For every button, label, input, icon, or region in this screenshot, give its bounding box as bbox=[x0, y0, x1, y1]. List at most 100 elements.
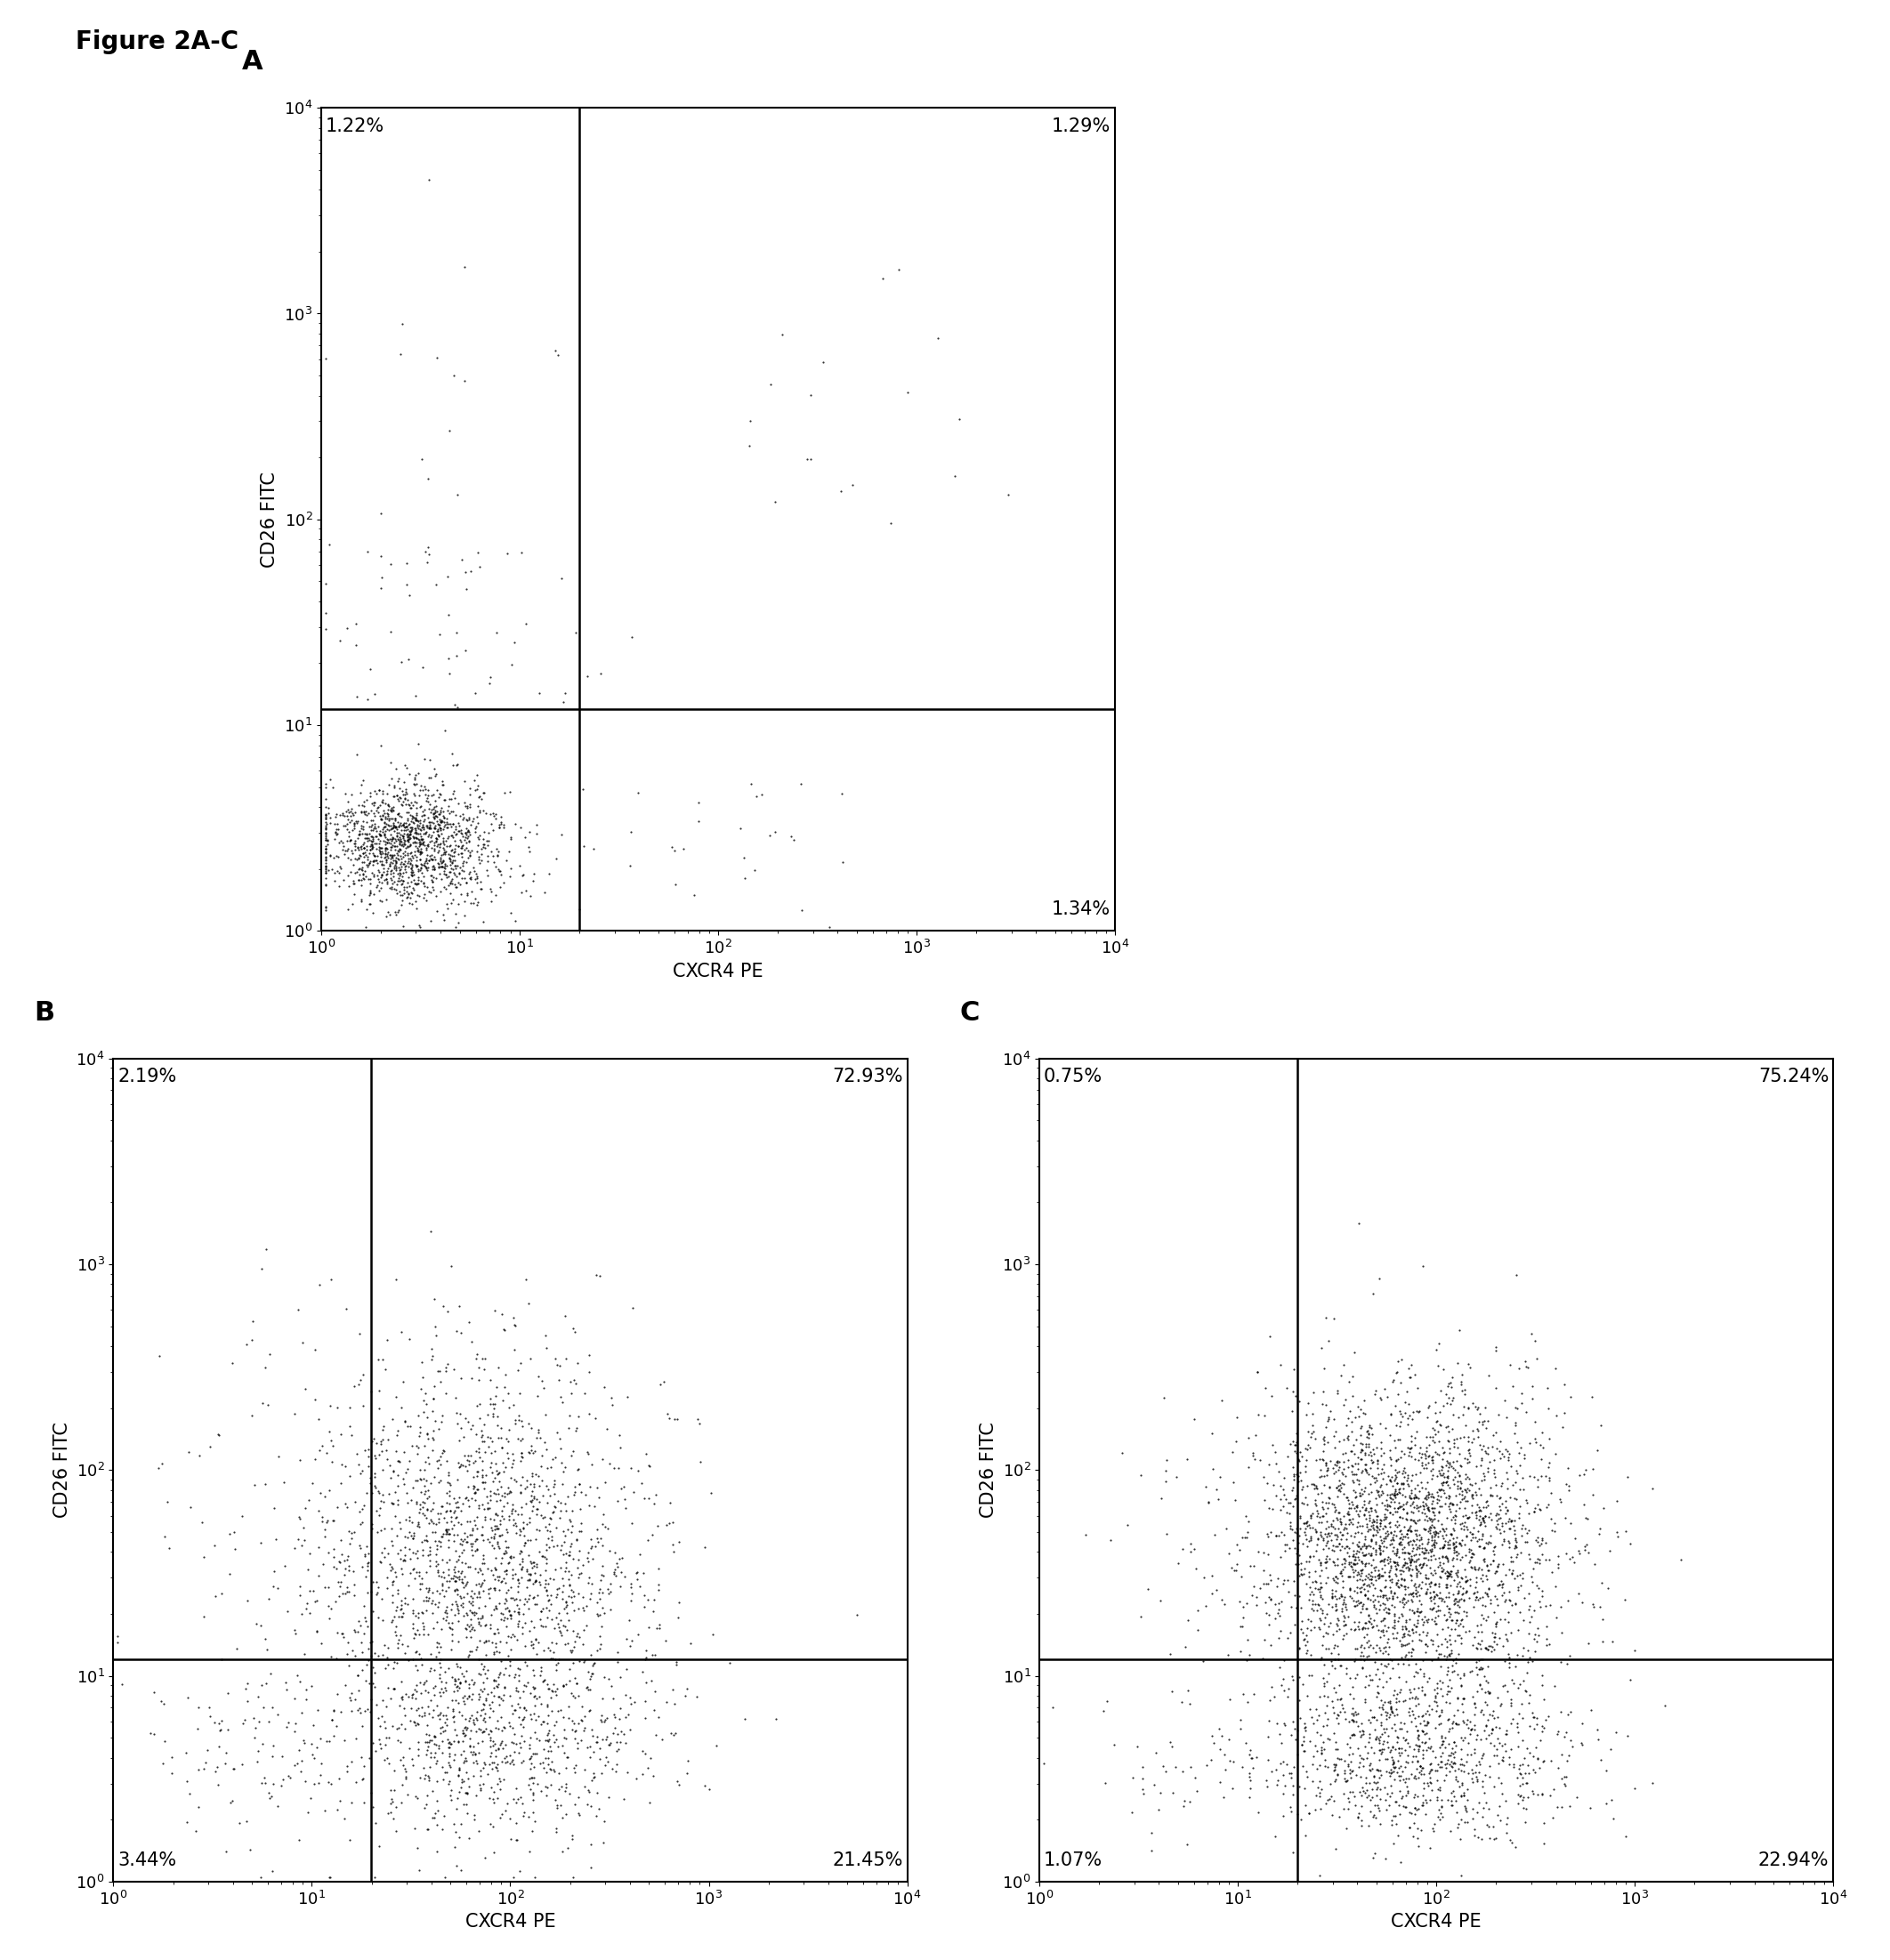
Point bbox=[378, 860, 408, 892]
Point bbox=[1444, 1611, 1474, 1642]
Point bbox=[493, 1472, 524, 1503]
Point bbox=[325, 1695, 355, 1727]
Point bbox=[1300, 1572, 1331, 1603]
Point bbox=[1397, 1544, 1427, 1576]
Point bbox=[416, 813, 446, 845]
Point bbox=[1410, 1629, 1440, 1660]
Point bbox=[403, 833, 433, 864]
Point bbox=[452, 1566, 482, 1597]
Point bbox=[1257, 1672, 1287, 1703]
Point bbox=[440, 813, 471, 845]
Point bbox=[595, 1382, 626, 1413]
Point bbox=[1380, 1495, 1410, 1527]
Point bbox=[1395, 1525, 1425, 1556]
Point bbox=[446, 833, 476, 864]
Point bbox=[490, 1605, 520, 1637]
Point bbox=[1385, 1527, 1416, 1558]
Point bbox=[1366, 1480, 1397, 1511]
Point bbox=[412, 1813, 442, 1844]
Point bbox=[476, 808, 507, 839]
Point bbox=[433, 1348, 463, 1380]
Point bbox=[389, 1531, 420, 1562]
Point bbox=[529, 1733, 559, 1764]
Point bbox=[1425, 1409, 1455, 1441]
Point bbox=[563, 1515, 593, 1546]
Point bbox=[342, 1439, 372, 1470]
Point bbox=[461, 1535, 491, 1566]
Point bbox=[1327, 1472, 1357, 1503]
Point bbox=[488, 1456, 518, 1488]
Point bbox=[533, 1725, 563, 1756]
Point bbox=[346, 1627, 376, 1658]
Point bbox=[1448, 1684, 1478, 1715]
Point bbox=[369, 811, 399, 843]
Point bbox=[157, 1742, 187, 1774]
Point bbox=[554, 1691, 584, 1723]
Point bbox=[1438, 1446, 1469, 1478]
Point bbox=[1503, 1639, 1533, 1670]
Point bbox=[1421, 1595, 1452, 1627]
Point bbox=[1397, 1797, 1427, 1829]
Point bbox=[467, 906, 497, 937]
Point bbox=[1365, 1635, 1395, 1666]
Point bbox=[520, 1458, 550, 1490]
Point bbox=[350, 790, 380, 821]
Point bbox=[386, 1543, 416, 1574]
Point bbox=[1438, 1464, 1469, 1495]
Point bbox=[380, 831, 410, 862]
Point bbox=[535, 1588, 565, 1619]
Point bbox=[1416, 1578, 1446, 1609]
Point bbox=[520, 1660, 550, 1691]
Point bbox=[576, 1791, 607, 1823]
Point bbox=[1380, 1478, 1410, 1509]
Point bbox=[552, 1590, 582, 1621]
Point bbox=[1176, 1529, 1206, 1560]
Point bbox=[1520, 1593, 1550, 1625]
Point bbox=[386, 1727, 416, 1758]
Point bbox=[455, 1550, 486, 1582]
Point bbox=[431, 1352, 461, 1384]
Point bbox=[429, 1562, 459, 1593]
Point bbox=[1334, 1574, 1365, 1605]
Point bbox=[461, 774, 491, 806]
Point bbox=[338, 868, 369, 900]
Point bbox=[1463, 1554, 1493, 1586]
Point bbox=[401, 792, 431, 823]
Point bbox=[1472, 1550, 1503, 1582]
Point bbox=[1332, 1445, 1363, 1476]
Point bbox=[318, 1431, 348, 1462]
Point bbox=[1412, 1576, 1442, 1607]
Point bbox=[539, 1564, 569, 1595]
Point bbox=[573, 661, 603, 692]
Point bbox=[518, 1546, 548, 1578]
Point bbox=[609, 1784, 639, 1815]
Point bbox=[363, 817, 393, 849]
Point bbox=[495, 853, 525, 884]
Point bbox=[1387, 1480, 1418, 1511]
Point bbox=[410, 1758, 440, 1789]
Point bbox=[1610, 1821, 1641, 1852]
Point bbox=[393, 1445, 423, 1476]
Point bbox=[1523, 1548, 1554, 1580]
Point bbox=[584, 1574, 614, 1605]
Point bbox=[1297, 1523, 1327, 1554]
Point bbox=[397, 1486, 427, 1517]
Point bbox=[403, 1707, 433, 1739]
Point bbox=[1336, 1550, 1366, 1582]
Point bbox=[257, 1740, 287, 1772]
Point bbox=[565, 1515, 595, 1546]
Point bbox=[333, 825, 363, 857]
Point bbox=[1395, 1399, 1425, 1431]
Point bbox=[455, 1715, 486, 1746]
Point bbox=[370, 829, 401, 860]
Point bbox=[1370, 1570, 1400, 1601]
Point bbox=[389, 829, 420, 860]
Point bbox=[1338, 1776, 1368, 1807]
Point bbox=[1263, 1597, 1293, 1629]
Point bbox=[429, 1582, 459, 1613]
Point bbox=[1357, 1509, 1387, 1541]
Point bbox=[1406, 1566, 1436, 1597]
Point bbox=[1200, 1474, 1230, 1505]
Point bbox=[1289, 1721, 1319, 1752]
Point bbox=[1255, 1584, 1285, 1615]
